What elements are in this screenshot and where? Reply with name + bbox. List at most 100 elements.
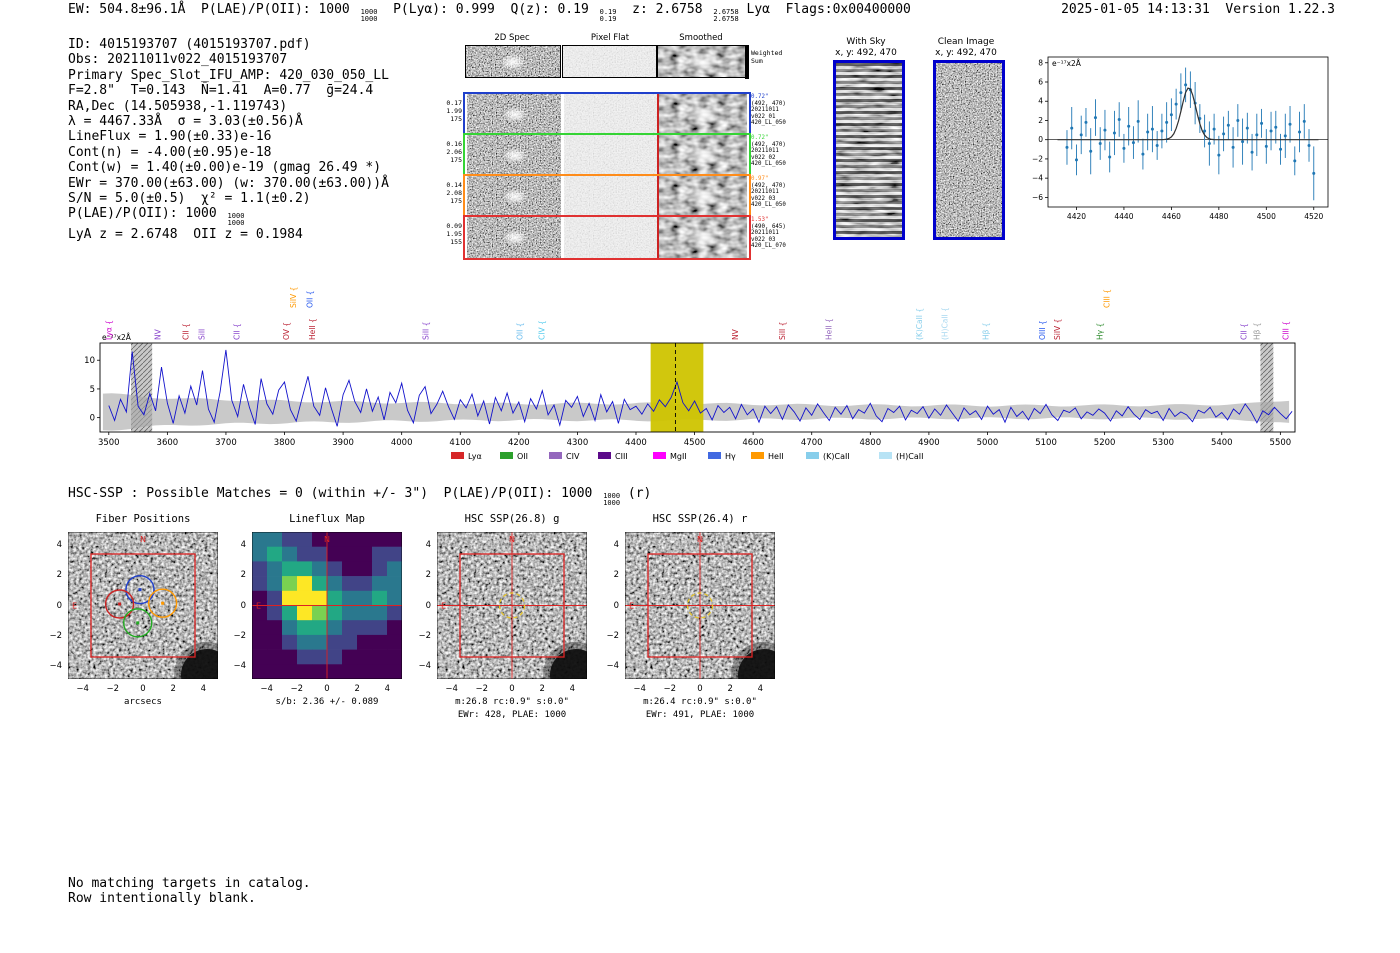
- y-tick-label: 4: [613, 540, 619, 551]
- flux-units-annotation: e⁻¹⁷x2Å: [102, 333, 132, 342]
- info-line: ID: 4015193707 (4015193707.pdf): [68, 37, 311, 52]
- stacked-fraction: 1000 1000: [360, 8, 378, 23]
- legend: Lyα OII CIV CIII MgII Hγ HeII (K)CaII (H)CaII: [451, 452, 923, 461]
- spec2d-col-title-2dspec: 2D Spec: [494, 33, 530, 43]
- cutout-title: Fiber Positions: [95, 513, 191, 525]
- info-line: Primary Spec_Slot_IFU_AMP: 420_030_050_L…: [68, 67, 389, 83]
- svg-text:CIII: CIII: [615, 452, 628, 461]
- fiber-circle: [147, 588, 178, 618]
- svg-text:OII: OII: [517, 452, 528, 461]
- svg-text:4900: 4900: [918, 438, 940, 448]
- cutout-overlay: NE: [437, 532, 587, 679]
- x-tick-label: −4: [633, 684, 646, 694]
- footer-note-2: Row intentionally blank.: [68, 891, 256, 906]
- info-line: RA,Dec (14.505938,-1.119743): [68, 98, 288, 114]
- x-tick-label: −2: [663, 684, 677, 694]
- spec2d-row-annotation: 0.72" (492, 470) 20211011 v022_02 420_LL_050: [751, 135, 786, 168]
- svg-text:4000: 4000: [391, 438, 413, 448]
- y-tick-label: 4: [425, 540, 431, 551]
- svg-text:4100: 4100: [449, 438, 471, 448]
- svg-text:Hβ {: Hβ {: [1252, 322, 1261, 340]
- compass-north: N: [140, 535, 146, 544]
- x-tick-label: −4: [260, 684, 273, 694]
- line-position-marker: [657, 135, 659, 176]
- y-tick-label: −4: [233, 660, 246, 671]
- x-tick-label: 2: [354, 684, 360, 694]
- x-tick-label: −2: [106, 684, 120, 694]
- svg-text:CII {: CII {: [232, 323, 241, 340]
- extraction-box: [90, 553, 196, 658]
- weighted-sum-line: Sum: [751, 56, 763, 65]
- cutout-sublabel-1: s/b: 2.36 +/- 0.089: [275, 697, 379, 707]
- header-summary: EW: 504.8±96.1Å P(LAE)/P(OII): 1000 1000…: [68, 2, 911, 23]
- svg-text:OIII {: OIII {: [1038, 320, 1047, 340]
- y-tick-label: 0: [56, 600, 62, 611]
- spec2d-row-image: [564, 135, 657, 176]
- spec2d-row-image: [467, 176, 561, 217]
- weighted-sum-image: [657, 45, 747, 78]
- svg-text:4480: 4480: [1209, 212, 1228, 221]
- with-sky-image: [833, 60, 905, 240]
- svg-text:5000: 5000: [977, 438, 999, 448]
- weighted-sum-edge-bar: [745, 45, 749, 79]
- y-tick-label: 2: [240, 570, 246, 581]
- cutout-sublabel-1: arcsecs: [124, 697, 162, 707]
- clean-image-coords: x, y: 492, 470: [935, 48, 997, 58]
- svg-text:10: 10: [84, 356, 95, 366]
- info-line: F=2.8" T=0.143 N̄=1.41 A=0.77 ḡ=24.4: [68, 83, 374, 99]
- spectrum-line: [108, 349, 1293, 427]
- svg-text:0: 0: [1038, 135, 1043, 144]
- line-fit-plot: −6 −4 −2 0 2 4 6 8 4420 4440 4460 4480 4500 4520 e⁻¹⁷x…: [1030, 46, 1350, 242]
- line-position-marker: [657, 217, 659, 258]
- svg-text:8: 8: [1038, 58, 1043, 67]
- info-line: EWr = 370.00(±63.00) (w: 370.00(±63.00))…: [68, 175, 389, 191]
- y-tick-label: 4: [56, 540, 62, 551]
- fiber-circle: [125, 574, 155, 605]
- y-tick-label: −4: [606, 660, 619, 671]
- svg-text:5100: 5100: [1035, 438, 1057, 448]
- line-fit-svg: −6 −4 −2 0 2 4 6 8 4420 4440 4460 4480 4500 4520 e⁻¹⁷x…: [1032, 56, 1329, 221]
- info-line: Cont(w) = 1.40(±0.00)e-19 (gmag 26.49 *): [68, 160, 382, 176]
- compass-east: E: [629, 602, 634, 611]
- svg-text:HeII {: HeII {: [308, 318, 317, 340]
- hsc-match-line: HSC-SSP : Possible Matches = 0 (within +…: [68, 486, 652, 507]
- svg-text:CII {: CII {: [181, 323, 190, 340]
- with-sky-coords: x, y: 492, 470: [835, 48, 897, 58]
- info-line: Obs: 20211011v022_4015193707: [68, 52, 288, 68]
- line-position-marker: [657, 94, 659, 135]
- x-tick-label: 2: [727, 684, 733, 694]
- svg-text:SiIV {: SiIV {: [289, 287, 298, 308]
- info-block: ID: 4015193707 (4015193707.pdf) Obs: 2021…: [68, 37, 389, 242]
- data-series: [1065, 67, 1316, 201]
- svg-text:Hγ: Hγ: [725, 452, 736, 461]
- x-tick-label: −2: [475, 684, 489, 694]
- svg-text:HeII: HeII: [768, 452, 784, 461]
- x-tick-label: 4: [757, 684, 764, 694]
- svg-text:(K)CaII {: (K)CaII {: [915, 308, 924, 340]
- svg-text:0: 0: [90, 414, 95, 424]
- x-tick-label: 0: [509, 684, 515, 694]
- svg-text:3500: 3500: [98, 438, 120, 448]
- info-line: P(LAE)/P(OII): 1000 1000 1000: [68, 206, 245, 228]
- highlight-band: [650, 343, 704, 432]
- fit-curve: [1057, 87, 1319, 141]
- compass-east: E: [441, 602, 446, 611]
- svg-text:CIII {: CIII {: [1282, 321, 1291, 340]
- sky-lines-texture: [836, 63, 902, 237]
- spec2d-row-annotation: 1.53" (490, 645) 20211011 v022_03 420_LL_070: [751, 217, 786, 250]
- info-line: λ = 4467.33Å σ = 3.03(±0.56)Å: [68, 114, 303, 130]
- fiber-circle: [104, 589, 135, 619]
- flux-units-annotation: e⁻¹⁷x2Å: [1052, 59, 1082, 68]
- y-tick-label: −2: [418, 630, 431, 641]
- y-tick-label: −2: [233, 630, 246, 641]
- fiber-circle: [123, 608, 153, 638]
- cutout-overlay: NE: [625, 532, 775, 679]
- y-tick-label: −2: [606, 630, 619, 641]
- y-tick-label: 4: [240, 540, 246, 551]
- emission-line-labels: Lyα {NV CII {SiII CII {OV {SiIV {OII {HeII…: [105, 287, 1291, 340]
- spec2d-row-image: [564, 176, 657, 217]
- line-position-marker: [657, 176, 659, 217]
- x-tick-label: 2: [170, 684, 176, 694]
- cutout-panel: Fiber Positions N E −4 −4 −2 −2 0 0 2 2 4 4 arcsecs: [22, 506, 262, 731]
